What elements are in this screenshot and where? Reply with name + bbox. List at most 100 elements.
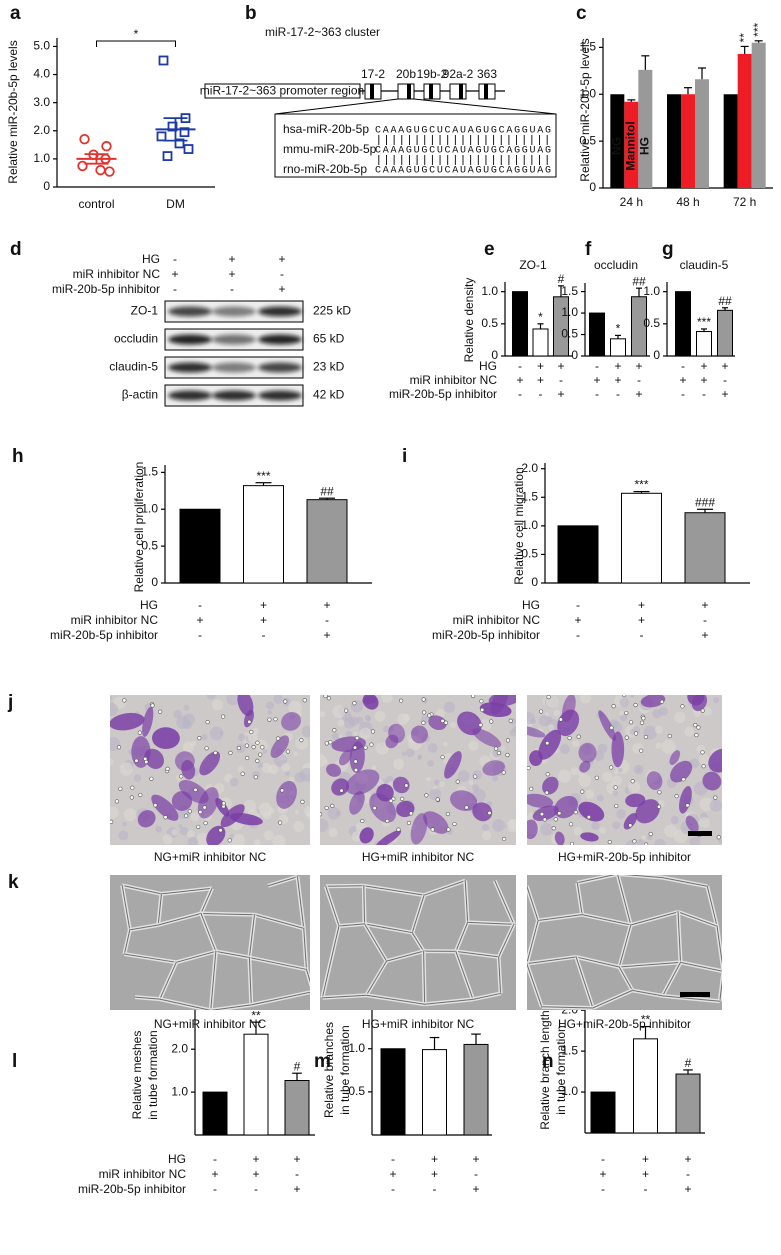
cell: [326, 763, 342, 777]
texture: [636, 839, 645, 845]
condition-label: miR inhibitor NC: [71, 613, 159, 627]
condition-label: HG: [168, 1152, 186, 1166]
texture: [429, 788, 442, 801]
cell: [276, 780, 297, 809]
cell: [670, 760, 693, 783]
tube-edge: [248, 957, 252, 1005]
pore: [643, 734, 649, 740]
tube-edge: [527, 956, 577, 965]
tube-edge: [464, 880, 469, 923]
condition-sign: +: [700, 359, 707, 373]
pore: [360, 818, 365, 824]
bar: [638, 69, 653, 188]
tube-edge: [494, 880, 515, 925]
pore: [551, 826, 556, 831]
texture: [123, 808, 137, 822]
tube-edge: [305, 969, 310, 983]
texture: [375, 741, 389, 755]
y-tick-label: 3.0: [33, 95, 50, 109]
texture: [272, 834, 286, 845]
data-point: [174, 138, 185, 149]
texture: [578, 774, 592, 787]
texture: [713, 697, 720, 704]
pore: [251, 745, 256, 750]
condition-label: HG: [479, 359, 497, 373]
cell: [142, 706, 154, 737]
y-axis-label: in tube formation: [146, 1030, 160, 1119]
condition-sign: +: [252, 1167, 259, 1181]
tube-edge: [365, 960, 388, 996]
cell: [527, 819, 538, 840]
texture: [547, 716, 553, 722]
texture: [182, 741, 194, 753]
texture: [226, 695, 240, 706]
tube-edge: [248, 914, 255, 958]
y-tick-label: 1.5: [561, 284, 578, 298]
cell: [472, 802, 493, 822]
image-caption: HG+miR-20b-5p inhibitor: [558, 1017, 691, 1031]
x-tick-label: DM: [166, 197, 185, 211]
tube-edge: [592, 989, 633, 1009]
pore: [320, 812, 323, 817]
pore: [204, 746, 209, 751]
band-size: 42 kD: [313, 388, 345, 402]
tube-edge: [200, 913, 217, 952]
micrograph: [320, 695, 516, 845]
y-tick-label: 1.0: [561, 305, 578, 319]
cell: [144, 748, 164, 769]
pore: [546, 695, 551, 700]
pore: [545, 741, 550, 746]
tube-edge: [455, 951, 474, 1000]
band-name: β-actin: [122, 388, 158, 402]
species-label: rno-miR-20b-5p: [283, 162, 367, 176]
texture: [619, 710, 625, 716]
y-tick-label: 2.0: [171, 1041, 188, 1055]
texture: [337, 719, 345, 727]
condition-sign: +: [278, 282, 285, 296]
pore: [576, 734, 581, 739]
condition-sign: +: [614, 359, 621, 373]
data-point: [156, 131, 167, 142]
pore: [245, 755, 250, 761]
micrograph: [527, 695, 722, 845]
blot-band: [258, 334, 302, 345]
condition-sign: -: [280, 267, 284, 281]
pore: [693, 722, 698, 728]
condition-label: HG: [140, 598, 158, 612]
tube-edge: [176, 950, 216, 963]
data-point: [79, 134, 90, 145]
y-tick-label: 1.0: [348, 1041, 365, 1055]
condition-label: miR inhibitor NC: [73, 267, 161, 281]
series-label: Mannitol: [624, 121, 638, 170]
panel-label: h: [12, 446, 24, 467]
texture: [492, 819, 505, 832]
pore: [344, 708, 349, 713]
pore: [539, 812, 545, 817]
gene-label: 17-2: [361, 67, 385, 81]
cell: [110, 712, 145, 731]
pore: [614, 803, 619, 809]
pore: [674, 794, 679, 799]
texture: [559, 744, 570, 755]
cell: [270, 735, 290, 758]
pore: [249, 729, 254, 735]
tube-edge: [632, 989, 663, 997]
condition-sign: -: [616, 387, 620, 401]
pore: [644, 842, 649, 845]
scale-bar: [688, 831, 712, 836]
cell: [472, 728, 502, 748]
bar: [590, 1091, 616, 1134]
texture: [196, 832, 210, 845]
diagram-title: miR-17-2~363 cluster: [265, 25, 380, 39]
texture: [661, 739, 676, 754]
texture: [684, 726, 695, 737]
significance-bracket: [96, 40, 176, 47]
texture: [237, 766, 244, 773]
condition-label: miR-20b-5p inhibitor: [432, 628, 540, 642]
condition-sign: -: [601, 1182, 605, 1196]
condition-sign: -: [702, 387, 706, 401]
pore: [694, 732, 699, 738]
texture: [500, 746, 506, 751]
texture: [183, 704, 190, 711]
